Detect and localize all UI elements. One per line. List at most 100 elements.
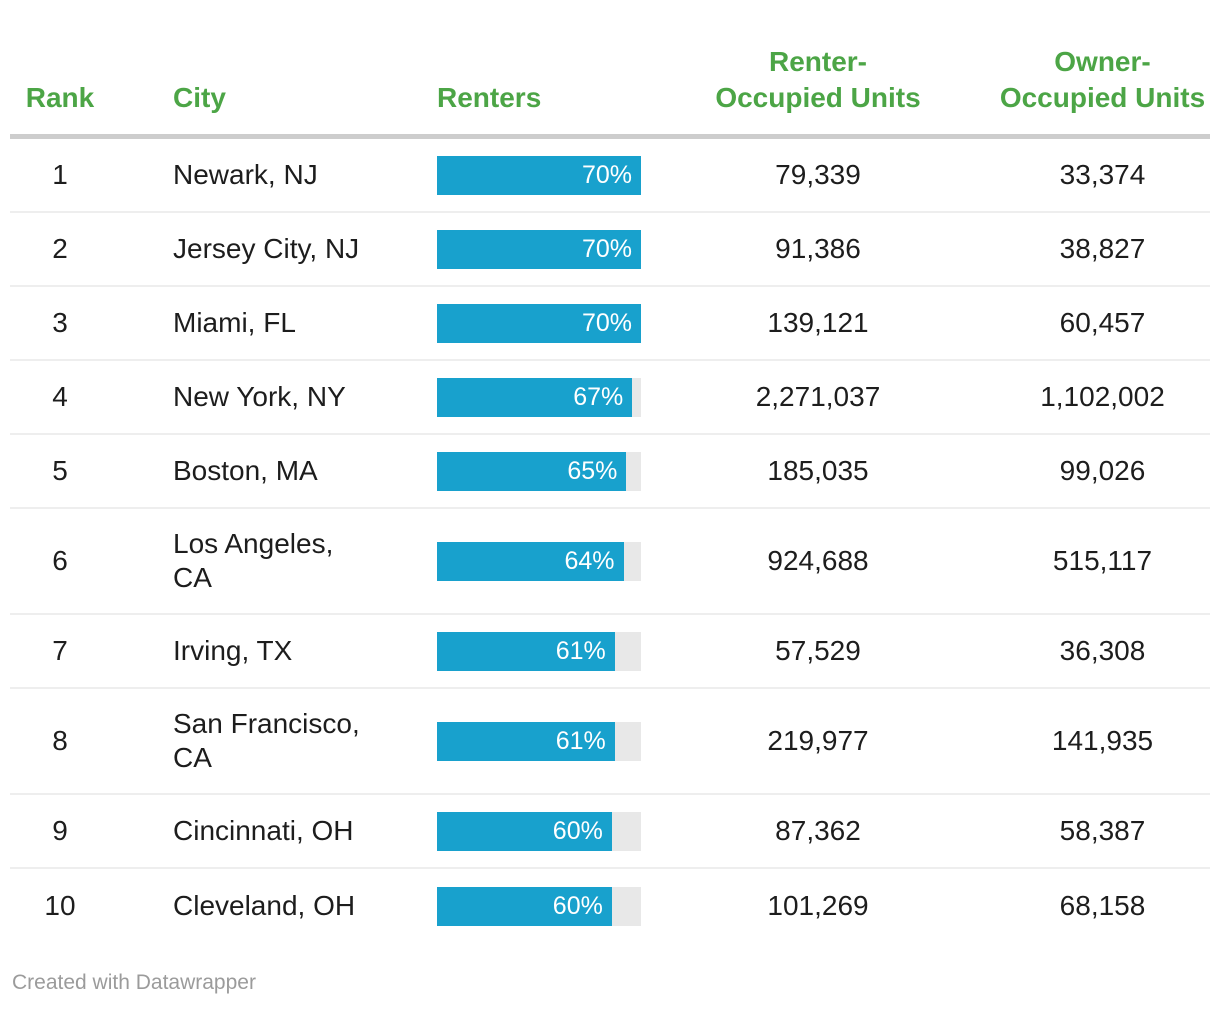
bar-fill: 70%	[437, 155, 641, 195]
renter-occupied-cell: 2,271,037	[755, 381, 881, 412]
table-row: 8 San Francisco, CA 61% 219,977 141,935	[10, 689, 1210, 795]
city-cell: Jersey City, NJ	[173, 233, 360, 264]
city-cell: Newark, NJ	[173, 159, 318, 190]
bar-track: 67%	[437, 377, 641, 417]
table-row: 10 Cleveland, OH 60% 101,269 68,158	[10, 869, 1210, 943]
renter-occupied-cell: 139,121	[767, 307, 869, 338]
bar-fill: 67%	[437, 377, 633, 417]
renters-bar-cell: 70%	[437, 155, 641, 195]
city-cell: Los Angeles, CA	[173, 528, 334, 593]
city-cell: Miami, FL	[173, 307, 296, 338]
owner-occupied-cell: 68,158	[1059, 890, 1146, 921]
table-row: 4 New York, NY 67% 2,271,037 1,102,002	[10, 361, 1210, 435]
renter-occupied-cell: 924,688	[767, 545, 869, 576]
column-header-renter-occupied: Renter- Occupied Units	[715, 46, 921, 113]
table-row: 2 Jersey City, NJ 70% 91,386 38,827	[10, 213, 1210, 287]
rank-cell: 3	[52, 307, 68, 338]
renters-bar-cell: 70%	[437, 229, 641, 269]
owner-occupied-cell: 58,387	[1059, 815, 1146, 846]
table-header-row: Rank City Renters Renter- Occupied Units…	[10, 0, 1210, 139]
city-cell: San Francisco, CA	[173, 708, 360, 773]
bar-fill: 61%	[437, 631, 615, 671]
renter-occupied-cell: 79,339	[775, 159, 861, 190]
bar-fill: 70%	[437, 303, 641, 343]
owner-occupied-cell: 33,374	[1059, 159, 1146, 190]
column-header-owner-occupied: Owner- Occupied Units	[999, 46, 1206, 113]
rank-cell: 6	[52, 545, 68, 576]
column-header-rank: Rank	[25, 82, 95, 113]
renter-occupied-cell: 57,529	[775, 635, 861, 666]
bar-fill: 65%	[437, 451, 627, 491]
bar-label: 67%	[573, 382, 624, 411]
rank-cell: 9	[52, 815, 68, 846]
bar-fill: 61%	[437, 721, 615, 761]
bar-label: 64%	[564, 546, 615, 575]
bar-label: 65%	[567, 456, 618, 485]
table-row: 1 Newark, NJ 70% 79,339 33,374	[10, 139, 1210, 213]
owner-occupied-cell: 36,308	[1059, 635, 1146, 666]
bar-track: 70%	[437, 155, 641, 195]
renters-bar-cell: 64%	[437, 541, 641, 581]
renters-bar-cell: 61%	[437, 721, 641, 761]
bar-fill: 60%	[437, 811, 612, 851]
bar-track: 70%	[437, 229, 641, 269]
rank-cell: 1	[52, 159, 68, 190]
bar-track: 65%	[437, 451, 641, 491]
bar-label: 60%	[552, 816, 603, 845]
data-table: Rank City Renters Renter- Occupied Units…	[10, 0, 1210, 943]
bar-label: 61%	[555, 636, 606, 665]
owner-occupied-cell: 1,102,002	[1040, 381, 1165, 412]
rank-cell: 5	[52, 455, 68, 486]
renters-bar-cell: 60%	[437, 886, 641, 926]
bar-fill: 70%	[437, 229, 641, 269]
rank-cell: 2	[52, 233, 68, 264]
renter-occupied-cell: 91,386	[775, 233, 861, 264]
renters-bar-cell: 65%	[437, 451, 641, 491]
owner-occupied-cell: 515,117	[1052, 545, 1153, 576]
bar-track: 70%	[437, 303, 641, 343]
bar-label: 70%	[581, 234, 632, 263]
bar-label: 61%	[555, 726, 606, 755]
table-row: 9 Cincinnati, OH 60% 87,362 58,387	[10, 795, 1210, 869]
city-cell: Cincinnati, OH	[173, 815, 354, 846]
bar-label: 70%	[581, 308, 632, 337]
table-body: 1 Newark, NJ 70% 79,339 33,374 2 Jersey …	[10, 139, 1210, 943]
bar-fill: 64%	[437, 541, 624, 581]
column-header-renters: Renters	[437, 82, 542, 113]
table-row: 3 Miami, FL 70% 139,121 60,457	[10, 287, 1210, 361]
city-cell: Boston, MA	[173, 455, 318, 486]
renters-bar-cell: 61%	[437, 631, 641, 671]
rank-cell: 8	[52, 725, 68, 756]
bar-track: 61%	[437, 631, 641, 671]
column-header-city: City	[173, 82, 226, 113]
table-row: 5 Boston, MA 65% 185,035 99,026	[10, 435, 1210, 509]
city-cell: Irving, TX	[173, 635, 293, 666]
footer-credit: Created with Datawrapper	[12, 971, 256, 994]
rank-cell: 4	[52, 381, 68, 412]
bar-track: 61%	[437, 721, 641, 761]
owner-occupied-cell: 99,026	[1059, 455, 1146, 486]
renters-bar-cell: 67%	[437, 377, 641, 417]
renter-occupied-cell: 101,269	[767, 890, 869, 921]
renter-occupied-cell: 87,362	[775, 815, 861, 846]
rank-cell: 7	[52, 635, 68, 666]
bar-track: 60%	[437, 886, 641, 926]
bar-track: 60%	[437, 811, 641, 851]
bar-fill: 60%	[437, 886, 612, 926]
bar-label: 70%	[581, 160, 632, 189]
owner-occupied-cell: 38,827	[1059, 233, 1146, 264]
table-row: 7 Irving, TX 61% 57,529 36,308	[10, 615, 1210, 689]
renters-bar-cell: 60%	[437, 811, 641, 851]
rank-cell: 10	[44, 890, 76, 921]
renter-occupied-cell: 185,035	[767, 455, 869, 486]
table-row: 6 Los Angeles, CA 64% 924,688 515,117	[10, 509, 1210, 615]
renter-occupied-cell: 219,977	[767, 725, 869, 756]
bar-track: 64%	[437, 541, 641, 581]
city-cell: Cleveland, OH	[173, 890, 356, 921]
renters-bar-cell: 70%	[437, 303, 641, 343]
owner-occupied-cell: 141,935	[1051, 725, 1154, 756]
city-cell: New York, NY	[173, 381, 346, 412]
owner-occupied-cell: 60,457	[1059, 307, 1146, 338]
bar-label: 60%	[552, 891, 603, 920]
